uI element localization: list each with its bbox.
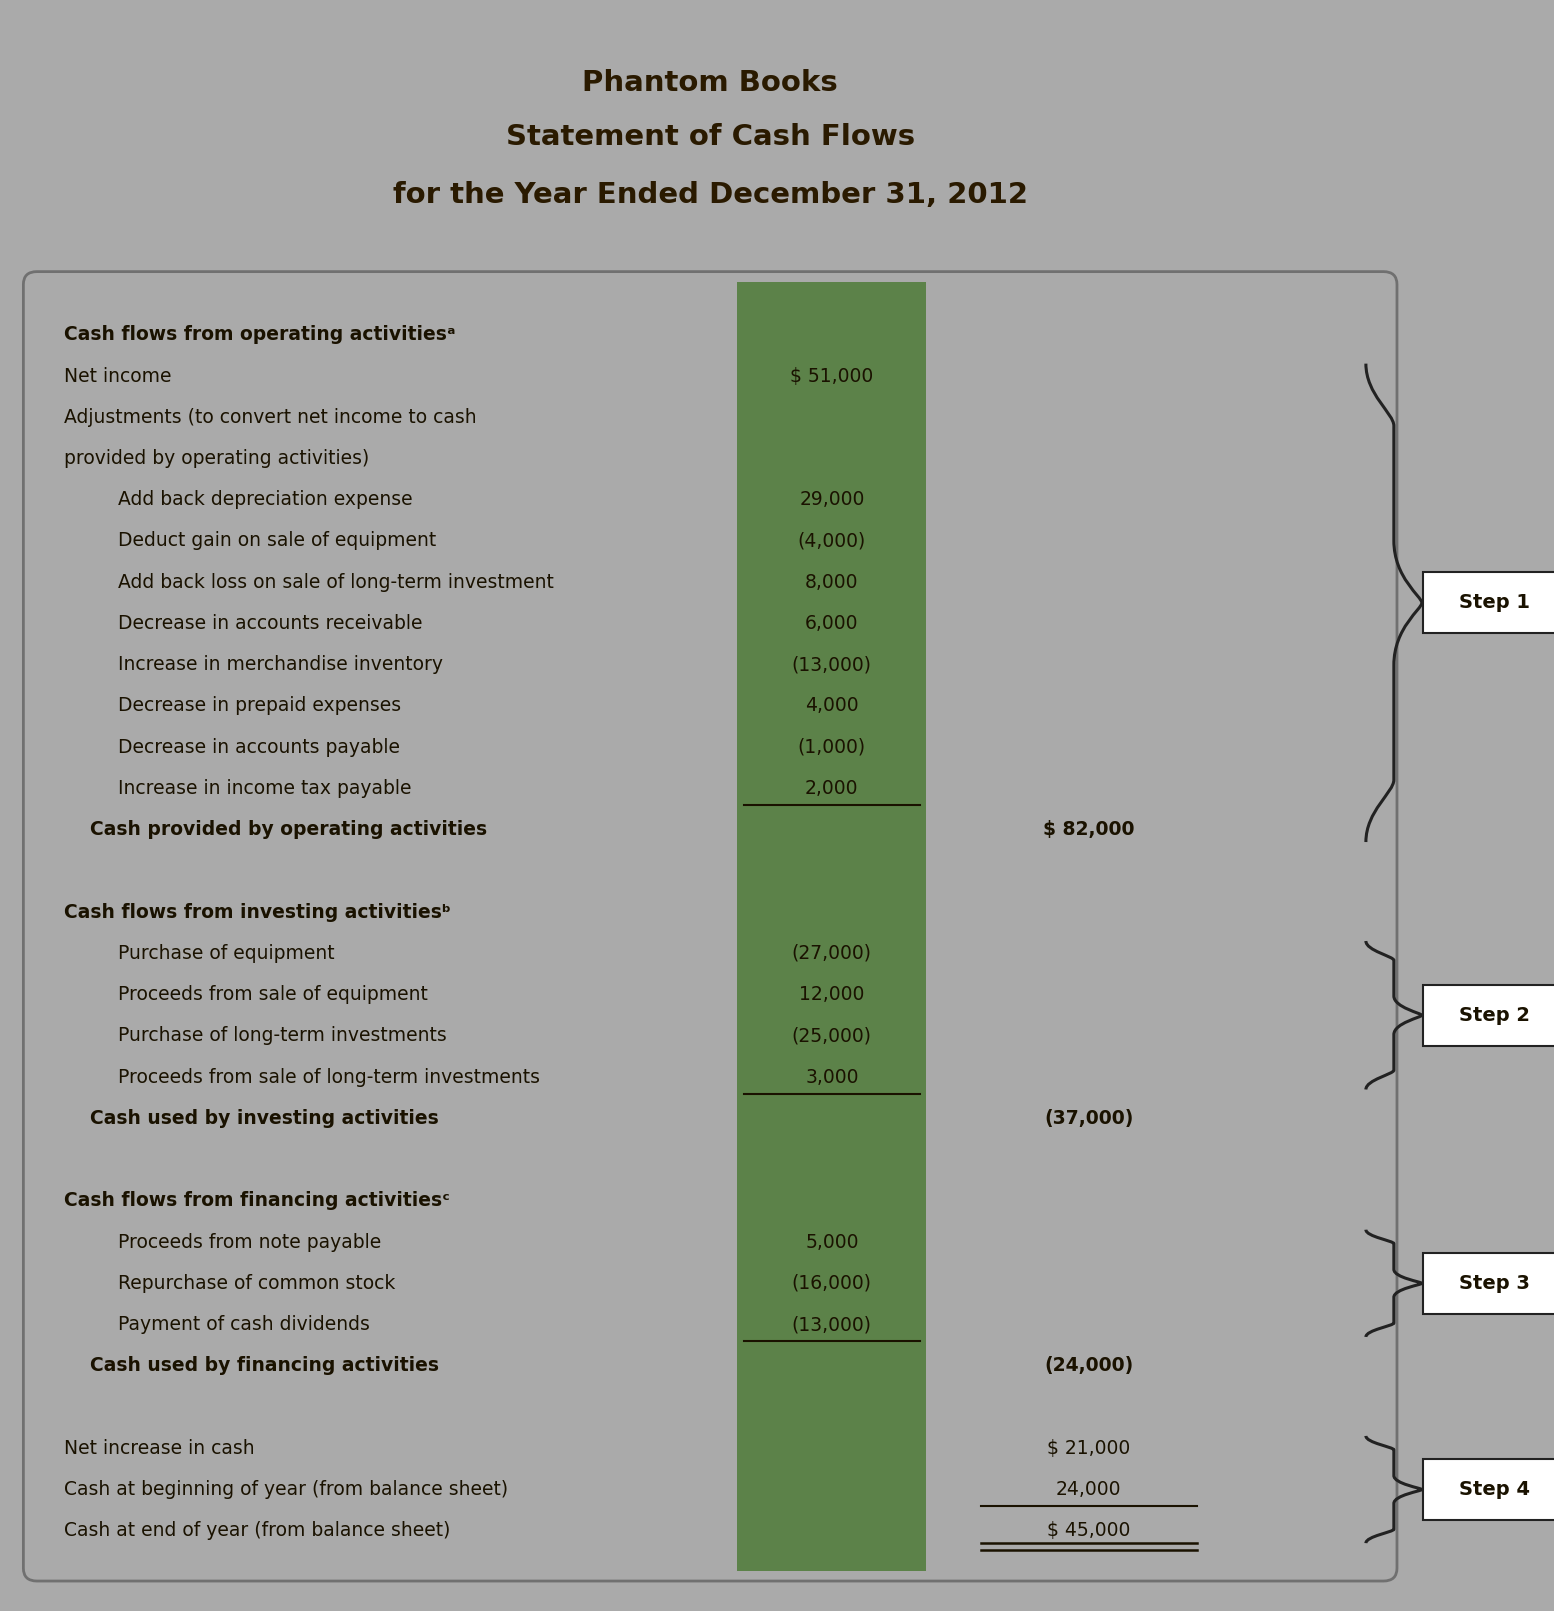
- Text: Cash at beginning of year (from balance sheet): Cash at beginning of year (from balance …: [64, 1481, 508, 1498]
- Text: 2,000: 2,000: [805, 780, 859, 797]
- Text: Decrease in prepaid expenses: Decrease in prepaid expenses: [118, 696, 401, 715]
- Text: (24,000): (24,000): [1044, 1356, 1133, 1376]
- Text: 29,000: 29,000: [799, 490, 864, 509]
- Text: Add back depreciation expense: Add back depreciation expense: [118, 490, 413, 509]
- Text: Phantom Books: Phantom Books: [583, 69, 838, 97]
- Text: (13,000): (13,000): [793, 656, 872, 673]
- FancyBboxPatch shape: [1423, 572, 1554, 633]
- Text: Adjustments (to convert net income to cash: Adjustments (to convert net income to ca…: [64, 408, 477, 427]
- Text: 6,000: 6,000: [805, 614, 859, 633]
- Text: Cash at end of year (from balance sheet): Cash at end of year (from balance sheet): [64, 1521, 451, 1540]
- Text: 8,000: 8,000: [805, 574, 859, 591]
- Text: (13,000): (13,000): [793, 1315, 872, 1334]
- Text: $ 82,000: $ 82,000: [1043, 820, 1134, 839]
- Text: Net increase in cash: Net increase in cash: [64, 1439, 255, 1458]
- Text: $ 21,000: $ 21,000: [1047, 1439, 1130, 1458]
- Text: Step 4: Step 4: [1459, 1481, 1529, 1498]
- Text: Purchase of long-term investments: Purchase of long-term investments: [118, 1026, 446, 1046]
- Text: $ 51,000: $ 51,000: [791, 367, 873, 385]
- Text: provided by operating activities): provided by operating activities): [64, 449, 370, 467]
- Text: (4,000): (4,000): [797, 532, 866, 551]
- Text: Decrease in accounts payable: Decrease in accounts payable: [118, 738, 399, 757]
- Text: Proceeds from sale of equipment: Proceeds from sale of equipment: [118, 986, 427, 1004]
- Text: Cash used by financing activities: Cash used by financing activities: [64, 1356, 438, 1376]
- Text: Cash used by investing activities: Cash used by investing activities: [64, 1108, 438, 1128]
- Text: for the Year Ended December 31, 2012: for the Year Ended December 31, 2012: [393, 180, 1027, 209]
- Text: Purchase of equipment: Purchase of equipment: [118, 944, 334, 963]
- Text: $ 45,000: $ 45,000: [1047, 1521, 1130, 1540]
- Text: 5,000: 5,000: [805, 1232, 859, 1252]
- Bar: [737, 282, 926, 1571]
- Text: Cash flows from financing activitiesᶜ: Cash flows from financing activitiesᶜ: [64, 1192, 449, 1210]
- Text: Step 2: Step 2: [1459, 1005, 1529, 1025]
- Text: Add back loss on sale of long-term investment: Add back loss on sale of long-term inves…: [118, 574, 553, 591]
- Text: Cash flows from investing activitiesᵇ: Cash flows from investing activitiesᵇ: [64, 902, 451, 921]
- Text: Decrease in accounts receivable: Decrease in accounts receivable: [118, 614, 423, 633]
- Text: (37,000): (37,000): [1044, 1108, 1133, 1128]
- FancyBboxPatch shape: [1423, 984, 1554, 1046]
- Text: Step 3: Step 3: [1459, 1274, 1529, 1292]
- Text: 24,000: 24,000: [1057, 1481, 1122, 1498]
- FancyBboxPatch shape: [1423, 1253, 1554, 1315]
- Text: (27,000): (27,000): [793, 944, 872, 963]
- Text: Increase in merchandise inventory: Increase in merchandise inventory: [118, 656, 443, 673]
- Text: 4,000: 4,000: [805, 696, 859, 715]
- Text: 12,000: 12,000: [799, 986, 864, 1004]
- Text: Cash flows from operating activitiesᵃ: Cash flows from operating activitiesᵃ: [64, 325, 455, 345]
- Text: Increase in income tax payable: Increase in income tax payable: [118, 780, 412, 797]
- Text: (1,000): (1,000): [797, 738, 866, 757]
- Text: Net income: Net income: [64, 367, 171, 385]
- Text: (16,000): (16,000): [793, 1274, 872, 1292]
- Text: Deduct gain on sale of equipment: Deduct gain on sale of equipment: [118, 532, 437, 551]
- Text: Proceeds from sale of long-term investments: Proceeds from sale of long-term investme…: [118, 1068, 539, 1086]
- Text: Repurchase of common stock: Repurchase of common stock: [118, 1274, 395, 1292]
- Text: Proceeds from note payable: Proceeds from note payable: [118, 1232, 381, 1252]
- Text: Payment of cash dividends: Payment of cash dividends: [118, 1315, 370, 1334]
- Text: Step 1: Step 1: [1459, 593, 1529, 612]
- Text: Cash provided by operating activities: Cash provided by operating activities: [64, 820, 486, 839]
- FancyBboxPatch shape: [1423, 1460, 1554, 1521]
- Text: Statement of Cash Flows: Statement of Cash Flows: [505, 122, 915, 151]
- Text: (25,000): (25,000): [793, 1026, 872, 1046]
- Text: 3,000: 3,000: [805, 1068, 859, 1086]
